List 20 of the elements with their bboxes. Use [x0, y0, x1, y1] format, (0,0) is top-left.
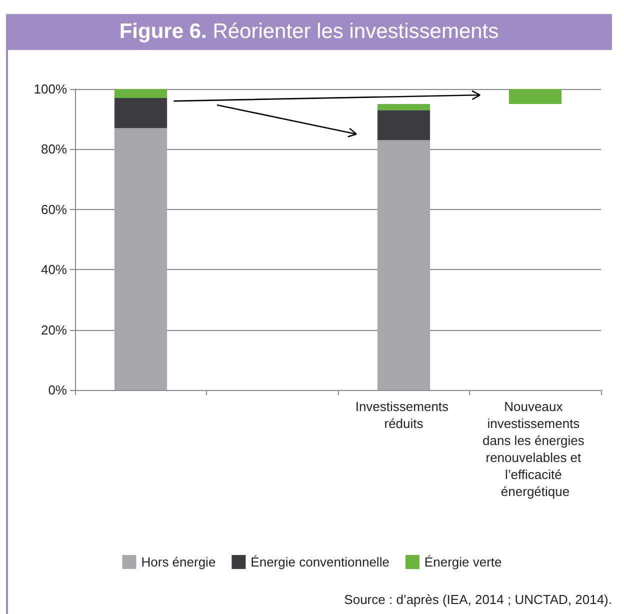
- y-tick-label: 20%: [40, 322, 68, 338]
- bar: [377, 140, 430, 390]
- legend-label: Énergie verte: [424, 554, 502, 570]
- bar: [377, 110, 430, 140]
- legend-label: Énergie conventionnelle: [250, 554, 390, 570]
- bar: [114, 98, 168, 128]
- bar: [508, 89, 562, 104]
- y-tick-label: 60%: [40, 202, 68, 217]
- chart-title: Figure 6. Réorienter les investissements: [6, 14, 612, 50]
- bar: [114, 89, 168, 98]
- source-note: Source : d’après (IEA, 2014 ; UNCTAD, 2014).: [344, 592, 612, 607]
- y-tick-label: 0%: [48, 382, 68, 398]
- legend-label: Hors énergie: [141, 554, 216, 570]
- bar: [377, 104, 430, 110]
- y-tick-label: 80%: [40, 142, 68, 157]
- bar: [114, 128, 168, 390]
- y-tick-label: 100%: [34, 82, 68, 96]
- x-tick-label: Nouveaux investissements dans les énergies renouvelables et l’efficacité énergétique: [482, 399, 588, 499]
- x-tick-label: Investissements réduits: [355, 399, 452, 431]
- y-tick-label: 40%: [40, 262, 68, 278]
